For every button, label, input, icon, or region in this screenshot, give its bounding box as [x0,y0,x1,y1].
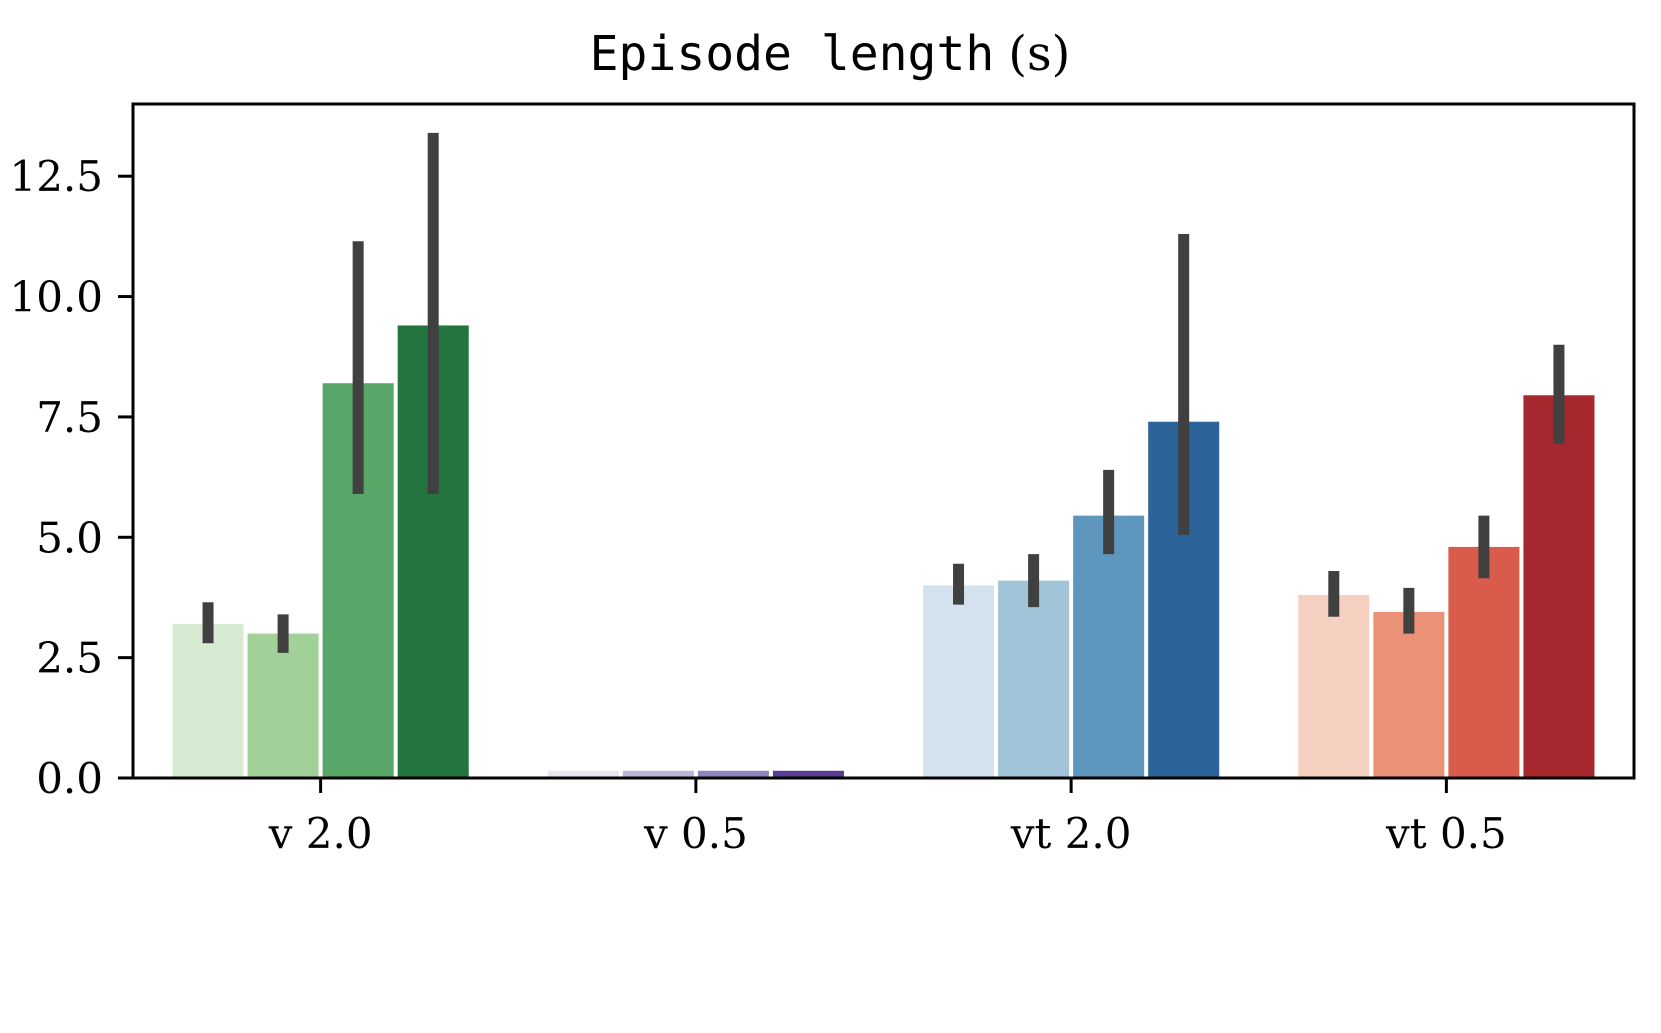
bar-2-1 [998,580,1070,778]
bar-2-0 [923,585,995,778]
y-axis: 0.0 2.5 5.0 7.5 10.0 12.5 [9,152,133,803]
y-tick-label-2: 5.0 [36,513,103,562]
bar-0-1 [247,633,319,778]
y-tick-label-3: 7.5 [36,393,103,442]
bar-3-3 [1523,395,1595,778]
bar-3-0 [1298,595,1370,778]
y-tick-label-4: 10.0 [9,273,103,322]
bar-0-0 [172,623,244,778]
bar-1-0 [547,770,619,778]
x-axis: v 2.0 v 0.5 vt 2.0 vt 0.5 [268,778,1507,858]
error-bars-layer [202,132,1565,653]
bar-1-1 [622,770,694,778]
x-tick-label-2: vt 2.0 [1010,809,1132,858]
y-tick-label-5: 12.5 [9,152,103,201]
y-tick-label-1: 2.5 [36,634,103,683]
y-tick-label-0: 0.0 [36,754,103,803]
bars-layer [172,325,1595,778]
chart-title-main: Episode length [590,26,995,82]
bar-3-1 [1373,611,1445,778]
bar-3-2 [1448,546,1520,778]
chart-title-unit: (s) [1008,26,1070,82]
chart-title: Episode length (s) [590,26,1071,82]
x-tick-label-3: vt 0.5 [1385,809,1507,858]
bar-1-3 [772,770,844,778]
plot-frame [131,102,1636,780]
x-tick-label-1: v 0.5 [643,809,748,858]
bar-1-2 [697,770,769,778]
x-tick-label-0: v 2.0 [268,809,373,858]
bar-2-2 [1073,515,1145,778]
